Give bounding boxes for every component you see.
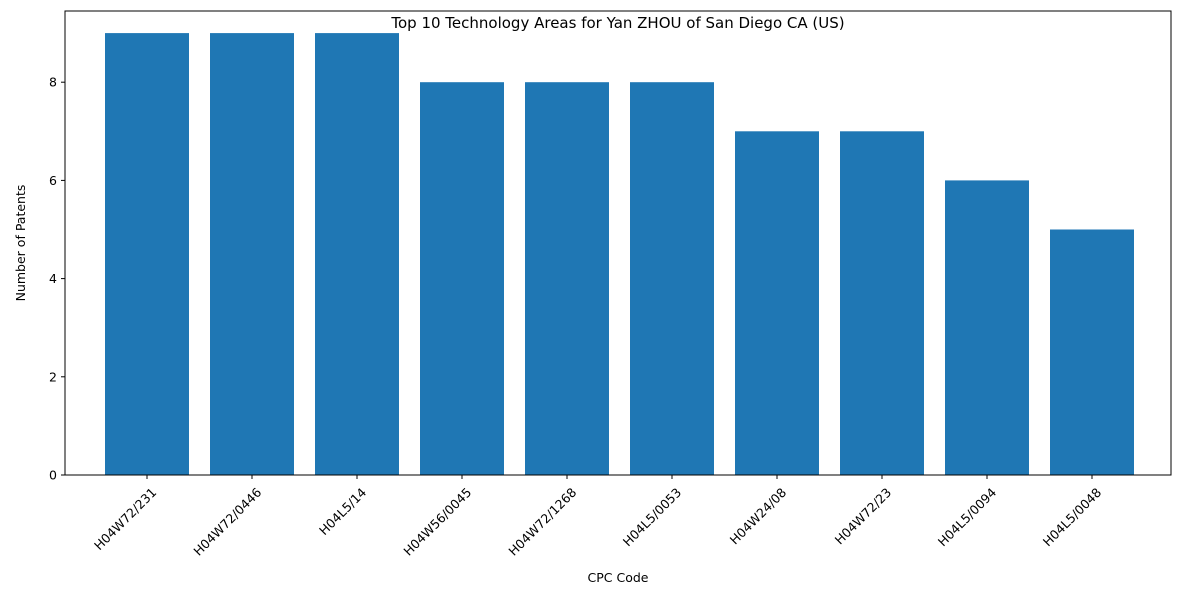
bar-H04W72/1268 [525, 82, 609, 475]
x-axis-label: CPC Code [588, 570, 649, 585]
bar-H04L5/0094 [945, 180, 1029, 475]
x-tick-label: H04L5/0094 [935, 485, 1000, 550]
x-axis: H04W72/231 H04W72/0446 H04L5/14 H04W56/0045… [91, 475, 1104, 559]
bar-H04W56/0045 [420, 82, 504, 475]
x-tick-label: H04W56/0045 [400, 485, 474, 559]
bar-H04W24/08 [735, 131, 819, 475]
y-tick-label: 2 [49, 369, 57, 384]
x-tick-label: H04W72/1268 [505, 485, 579, 559]
y-tick-label: 8 [49, 75, 57, 90]
plot-area [65, 11, 1171, 475]
bar-H04W72/0446 [210, 33, 294, 475]
bar-H04L5/0048 [1050, 229, 1134, 475]
x-tick-label: H04W72/0446 [190, 485, 264, 559]
y-tick-label: 6 [49, 173, 57, 188]
bars-group [105, 33, 1134, 475]
bar-H04L5/14 [315, 33, 399, 475]
y-axis-label: Number of Patents [13, 185, 28, 302]
y-axis: 0 2 4 6 8 [49, 75, 65, 483]
x-tick-label: H04W72/23 [832, 485, 895, 548]
x-tick-label: H04L5/14 [316, 485, 369, 538]
x-tick-label: H04L5/0048 [1040, 485, 1105, 550]
chart-title: Top 10 Technology Areas for Yan ZHOU of … [390, 14, 844, 32]
y-tick-label: 0 [49, 468, 57, 483]
x-tick-label: H04W72/231 [91, 485, 159, 553]
bar-H04L5/0053 [630, 82, 714, 475]
bar-H04W72/23 [840, 131, 924, 475]
x-tick-label: H04L5/0053 [620, 485, 685, 550]
x-tick-label: H04W24/08 [727, 485, 790, 548]
y-tick-label: 4 [49, 271, 57, 286]
bar-H04W72/231 [105, 33, 189, 475]
